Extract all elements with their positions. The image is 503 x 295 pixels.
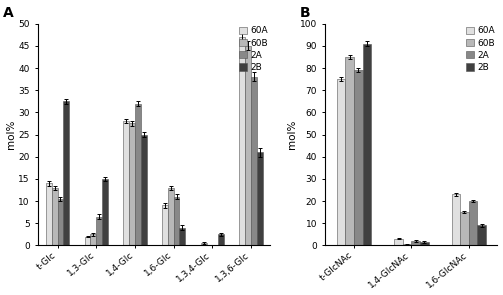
Bar [452, 194, 460, 245]
Bar [363, 44, 371, 245]
Bar [346, 57, 354, 245]
Bar [218, 234, 224, 245]
Legend: 60A, 60B, 2A, 2B: 60A, 60B, 2A, 2B [237, 24, 270, 74]
Bar [57, 199, 63, 245]
Bar [141, 135, 146, 245]
Bar [162, 206, 168, 245]
Bar [63, 101, 69, 245]
Bar [129, 124, 135, 245]
Bar [91, 234, 96, 245]
Bar [174, 197, 180, 245]
Bar [96, 217, 102, 245]
Bar [411, 241, 420, 245]
Bar [420, 242, 429, 245]
Y-axis label: mol%: mol% [287, 120, 297, 149]
Bar [168, 188, 174, 245]
Bar [46, 183, 52, 245]
Bar [245, 46, 251, 245]
Bar [52, 188, 57, 245]
Bar [239, 37, 245, 245]
Text: A: A [4, 6, 14, 20]
Bar [337, 79, 346, 245]
Bar [251, 77, 257, 245]
Bar [85, 237, 91, 245]
Bar [135, 104, 141, 245]
Bar [460, 212, 469, 245]
Bar [102, 179, 108, 245]
Bar [180, 228, 185, 245]
Text: B: B [300, 6, 310, 20]
Bar [354, 70, 363, 245]
Bar [394, 239, 403, 245]
Legend: 60A, 60B, 2A, 2B: 60A, 60B, 2A, 2B [464, 24, 496, 74]
Y-axis label: mol%: mol% [6, 120, 16, 149]
Bar [201, 243, 207, 245]
Bar [123, 121, 129, 245]
Bar [469, 201, 477, 245]
Bar [477, 225, 486, 245]
Bar [257, 152, 263, 245]
Bar [403, 244, 411, 245]
